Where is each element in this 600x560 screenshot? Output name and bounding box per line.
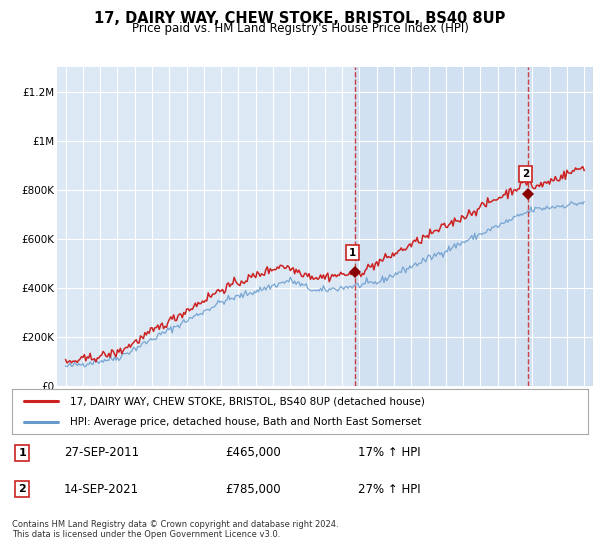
Text: 17% ↑ HPI: 17% ↑ HPI xyxy=(358,446,420,459)
Text: 1: 1 xyxy=(19,448,26,458)
Text: 17, DAIRY WAY, CHEW STOKE, BRISTOL, BS40 8UP: 17, DAIRY WAY, CHEW STOKE, BRISTOL, BS40… xyxy=(94,11,506,26)
Text: Price paid vs. HM Land Registry's House Price Index (HPI): Price paid vs. HM Land Registry's House … xyxy=(131,22,469,35)
Text: 2: 2 xyxy=(522,169,529,179)
Text: Contains HM Land Registry data © Crown copyright and database right 2024.
This d: Contains HM Land Registry data © Crown c… xyxy=(12,520,338,539)
Text: £785,000: £785,000 xyxy=(225,483,281,496)
Text: 1: 1 xyxy=(349,248,356,258)
Text: 17, DAIRY WAY, CHEW STOKE, BRISTOL, BS40 8UP (detached house): 17, DAIRY WAY, CHEW STOKE, BRISTOL, BS40… xyxy=(70,396,424,407)
Text: 14-SEP-2021: 14-SEP-2021 xyxy=(64,483,139,496)
Bar xyxy=(355,67,593,386)
Text: 27-SEP-2011: 27-SEP-2011 xyxy=(64,446,139,459)
Text: 2: 2 xyxy=(19,484,26,494)
Text: 27% ↑ HPI: 27% ↑ HPI xyxy=(358,483,420,496)
Text: £465,000: £465,000 xyxy=(225,446,281,459)
Text: HPI: Average price, detached house, Bath and North East Somerset: HPI: Average price, detached house, Bath… xyxy=(70,417,421,427)
